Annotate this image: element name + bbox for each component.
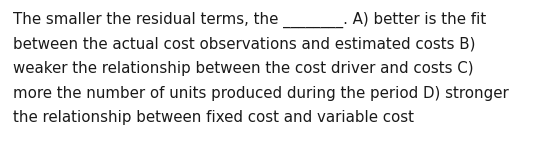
Text: more the number of units produced during the period D) stronger: more the number of units produced during… — [13, 86, 509, 100]
Text: The smaller the residual terms, the ________. A) better is the fit: The smaller the residual terms, the ____… — [13, 12, 486, 28]
Text: weaker the relationship between the cost driver and costs C): weaker the relationship between the cost… — [13, 61, 474, 76]
Text: the relationship between fixed cost and variable cost: the relationship between fixed cost and … — [13, 110, 414, 125]
Text: between the actual cost observations and estimated costs B): between the actual cost observations and… — [13, 36, 475, 52]
